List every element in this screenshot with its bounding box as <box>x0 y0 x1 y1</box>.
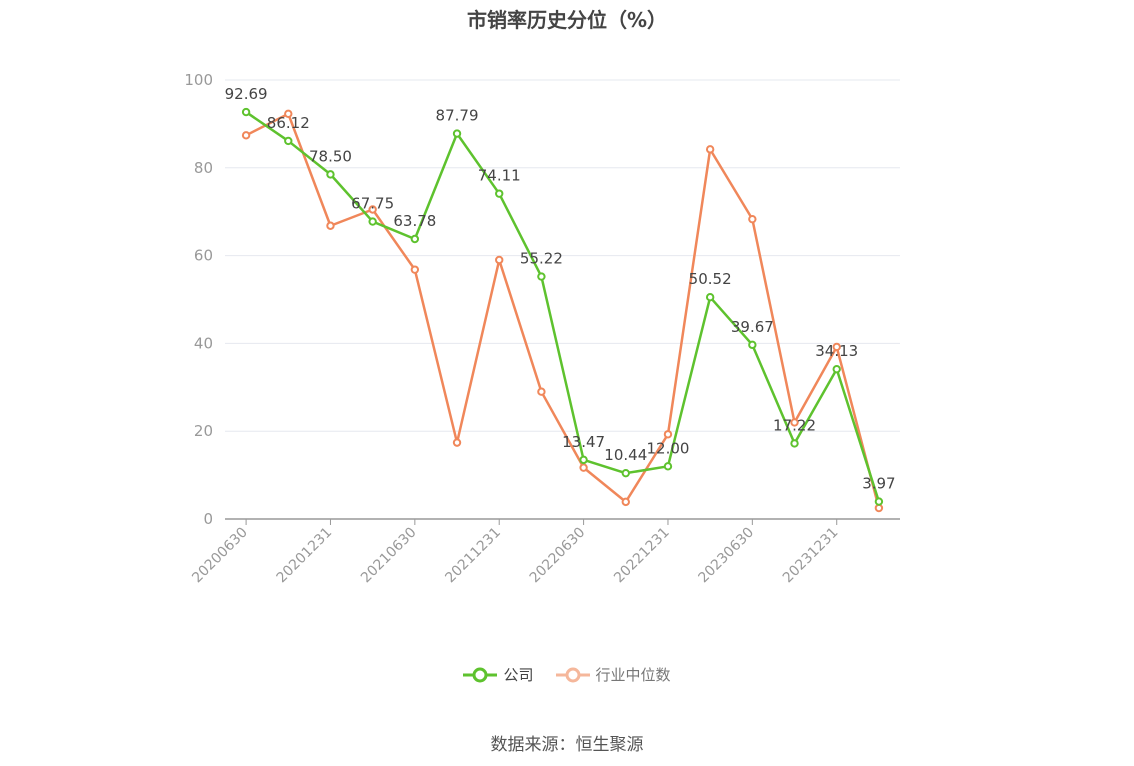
point-company-20211231 <box>495 189 504 198</box>
y-tick-label-100: 100 <box>184 71 213 89</box>
point-company-20220930 <box>621 468 630 478</box>
point-company-20231231 <box>832 364 841 374</box>
legend: 公司 行业中位数 <box>0 664 1134 685</box>
point-industry-20200930 <box>284 109 293 119</box>
point-company-20220630 <box>579 455 588 465</box>
point-industry-20231231 <box>832 342 841 352</box>
data-label-company-20201231: 78.50 <box>309 147 352 165</box>
series-line-company <box>245 111 881 502</box>
data-label-company-20220930: 10.44 <box>604 446 647 464</box>
legend-company-label: 公司 <box>503 666 534 684</box>
legend-item-industry[interactable]: 行业中位数 <box>555 664 671 685</box>
y-tick-label-0: 0 <box>203 510 213 528</box>
y-tick-label-20: 20 <box>194 422 213 440</box>
x-tick-label-20221231: 20221231 <box>611 525 673 587</box>
y-tick-label-80: 80 <box>194 159 213 177</box>
point-company-20210331 <box>368 217 377 226</box>
point-industry-20211231 <box>495 255 504 265</box>
legend-industry-label: 行业中位数 <box>595 666 671 684</box>
data-label-company-20210630: 63.78 <box>393 212 436 230</box>
y-tick-label-60: 60 <box>194 247 213 265</box>
point-industry-20230331 <box>705 145 715 154</box>
x-tick-label-20210630: 20210630 <box>358 525 420 587</box>
point-industry-20230930 <box>790 418 799 427</box>
point-industry-20240331 <box>874 503 884 513</box>
axis-layer: 0 20 40 60 80 100 20200630 20201231 20210630 2021… <box>184 71 900 586</box>
data-label-company-20230930: 17.22 <box>773 416 816 434</box>
series-line-industry <box>245 112 881 509</box>
point-industry-20220630 <box>579 463 588 472</box>
data-label-company-20200930: 86.12 <box>267 114 310 132</box>
point-company-20221231 <box>663 462 673 471</box>
point-industry-20220331 <box>537 387 546 396</box>
point-industry-20221231 <box>663 430 673 439</box>
point-company-20210630 <box>410 234 420 244</box>
grid-layer <box>225 79 900 432</box>
point-company-20201231 <box>326 170 335 179</box>
chart-title: 市销率历史分位（%） <box>466 8 668 32</box>
data-label-company-20230331: 50.52 <box>689 270 732 288</box>
point-industry-20210331 <box>368 205 377 214</box>
x-tick-label-20211231: 20211231 <box>442 525 504 587</box>
point-company-20240331 <box>874 497 884 506</box>
data-label-company-20231231: 34.13 <box>815 342 858 360</box>
point-company-20200930 <box>284 136 293 146</box>
data-label-company-20210331: 67.75 <box>351 195 394 213</box>
data-label-company-20221231: 12.00 <box>646 439 689 457</box>
line-chart: 0 20 40 60 80 100 20200630 20201231 20210630 2021… <box>184 71 900 586</box>
point-company-20210930 <box>452 129 462 138</box>
legend-item-company[interactable]: 公司 <box>463 664 534 685</box>
x-tick-label-20231231: 20231231 <box>780 525 842 587</box>
legend-industry-icon <box>555 667 590 682</box>
data-label-company-20220630: 13.47 <box>562 433 605 451</box>
data-label-company-20230630: 39.67 <box>731 318 774 336</box>
point-industry-20210630 <box>410 265 420 274</box>
data-source: 数据来源：恒生聚源 <box>490 735 644 755</box>
x-tick-label-20201231: 20201231 <box>274 525 336 587</box>
point-company-20230630 <box>748 340 757 350</box>
point-industry-20230630 <box>748 214 757 224</box>
x-tick-label-20230630: 20230630 <box>695 525 757 587</box>
point-company-20200630 <box>241 107 251 117</box>
point-industry-20200630 <box>241 131 251 140</box>
x-tick-label-20220630: 20220630 <box>527 525 589 587</box>
data-label-company-20200630: 92.69 <box>225 85 268 103</box>
point-industry-20201231 <box>326 221 335 230</box>
data-label-company-20211231: 74.11 <box>478 167 521 185</box>
y-tick-label-40: 40 <box>194 334 213 352</box>
point-company-20230331 <box>705 293 715 302</box>
data-label-company-20220331: 55.22 <box>520 250 563 268</box>
x-tick-label-20200630: 20200630 <box>189 525 251 587</box>
series-layer <box>241 107 884 513</box>
point-industry-20220930 <box>621 497 630 507</box>
data-label-company-20210930: 87.79 <box>436 107 479 125</box>
data-label-company-20240331: 3.97 <box>862 475 895 493</box>
legend-company-icon <box>463 667 498 682</box>
point-company-20230930 <box>790 439 799 448</box>
point-industry-20210930 <box>452 438 462 447</box>
point-company-20220331 <box>537 272 546 281</box>
